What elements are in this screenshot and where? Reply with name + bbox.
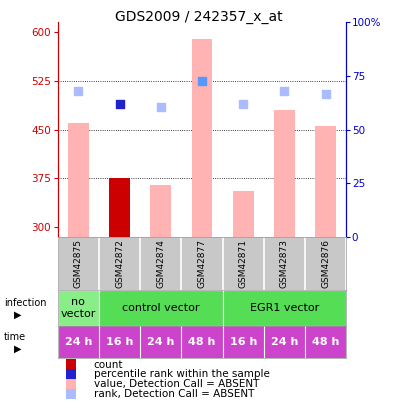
Text: 16 h: 16 h (106, 337, 133, 347)
Text: count: count (94, 360, 123, 369)
Text: GSM42877: GSM42877 (197, 239, 207, 288)
Bar (68, 123, 89, 237)
Bar (58, 290, 99, 326)
Text: no
vector: no vector (60, 297, 96, 319)
Bar (109, 178, 130, 237)
Text: percentile rank within the sample: percentile rank within the sample (94, 369, 269, 379)
Bar (99, 290, 222, 326)
Text: value, Detection Call = ABSENT: value, Detection Call = ABSENT (94, 379, 259, 389)
Text: 24 h: 24 h (64, 337, 92, 347)
Text: 16 h: 16 h (230, 337, 257, 347)
Bar (150, 185, 171, 237)
Text: time: time (4, 332, 26, 342)
Bar (192, 38, 212, 237)
Point (75, 87, 82, 94)
Text: GSM42874: GSM42874 (156, 239, 165, 288)
Text: 48 h: 48 h (188, 337, 216, 347)
Point (240, 100, 246, 107)
Text: 24 h: 24 h (147, 337, 174, 347)
Bar (233, 192, 254, 237)
Text: ▶: ▶ (14, 310, 21, 320)
Text: 24 h: 24 h (271, 337, 298, 347)
Text: GSM42873: GSM42873 (280, 239, 289, 288)
Text: 48 h: 48 h (312, 337, 339, 347)
Point (116, 100, 123, 107)
Text: GSM42876: GSM42876 (321, 239, 330, 288)
Text: GSM42871: GSM42871 (239, 239, 248, 288)
Text: control vector: control vector (122, 303, 199, 313)
Point (281, 87, 288, 94)
Text: rank, Detection Call = ABSENT: rank, Detection Call = ABSENT (94, 389, 254, 399)
Text: GSM42875: GSM42875 (74, 239, 83, 288)
Bar (315, 126, 336, 237)
Bar (222, 290, 346, 326)
Text: GSM42872: GSM42872 (115, 239, 124, 288)
Point (199, 78, 205, 84)
Text: GDS2009 / 242357_x_at: GDS2009 / 242357_x_at (115, 10, 283, 24)
Text: infection: infection (4, 298, 47, 308)
Text: EGR1 vector: EGR1 vector (250, 303, 319, 313)
Point (158, 104, 164, 110)
Text: ▶: ▶ (14, 344, 21, 354)
Bar (274, 110, 295, 237)
Point (322, 91, 329, 97)
